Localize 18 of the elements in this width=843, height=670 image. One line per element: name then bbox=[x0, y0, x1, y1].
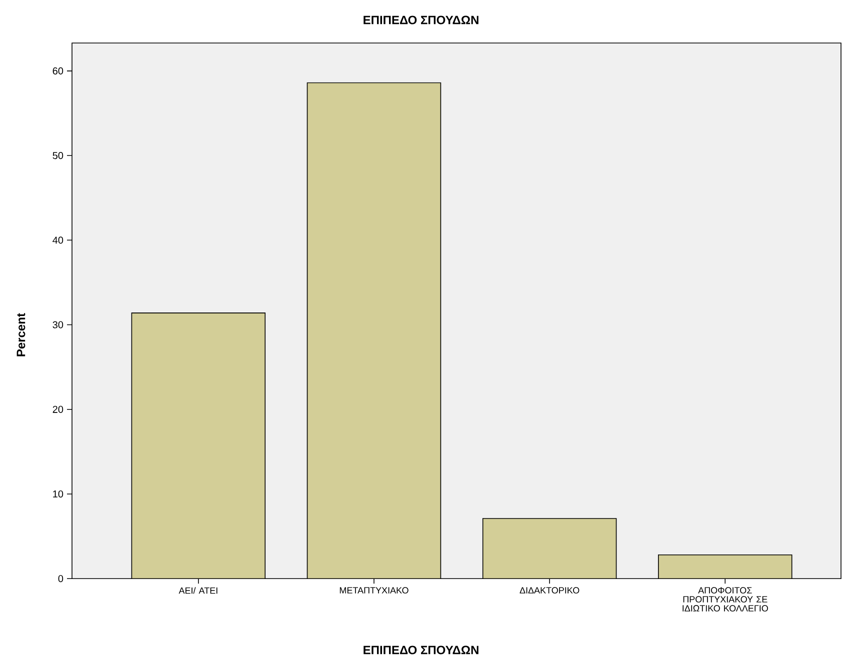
x-tick-label: ΑΕΙ/ ΑΤΕΙ bbox=[178, 587, 218, 594]
y-tick-label: 20 bbox=[52, 406, 64, 413]
y-tick-label: 60 bbox=[52, 67, 64, 74]
bar bbox=[132, 312, 266, 579]
x-tick-label: ΑΠΟΦΟΙΤΟΣ ΠΡΟΠΤΥΧΙΑΚΟΥ ΣΕ ΙΔΙΩΤΙΚΟ ΚΟΛΛΕΓΙΟ bbox=[682, 587, 768, 612]
bar bbox=[306, 82, 442, 579]
y-tick-label: 50 bbox=[52, 152, 64, 160]
y-tick-label: 0 bbox=[58, 575, 64, 582]
x-tick-label: ΔΙΔΑΚΤΟΡΙΚΟ bbox=[520, 587, 580, 594]
chart-title: ΕΠΙΠΕΔΟ ΣΠΟΥΔΩΝ bbox=[364, 16, 478, 24]
y-axis-title: Percent bbox=[16, 313, 26, 356]
x-tick-label: ΜΕΤΑΠΤΥΧΙΑΚΟ bbox=[340, 587, 408, 594]
x-axis-title: ΕΠΙΠΕΔΟ ΣΠΟΥΔΩΝ bbox=[364, 646, 478, 654]
bar bbox=[658, 554, 792, 579]
y-tick-label: 30 bbox=[52, 321, 64, 328]
y-tick-label: 10 bbox=[53, 490, 64, 498]
y-tick-label: 40 bbox=[52, 236, 64, 244]
bar bbox=[482, 518, 617, 579]
